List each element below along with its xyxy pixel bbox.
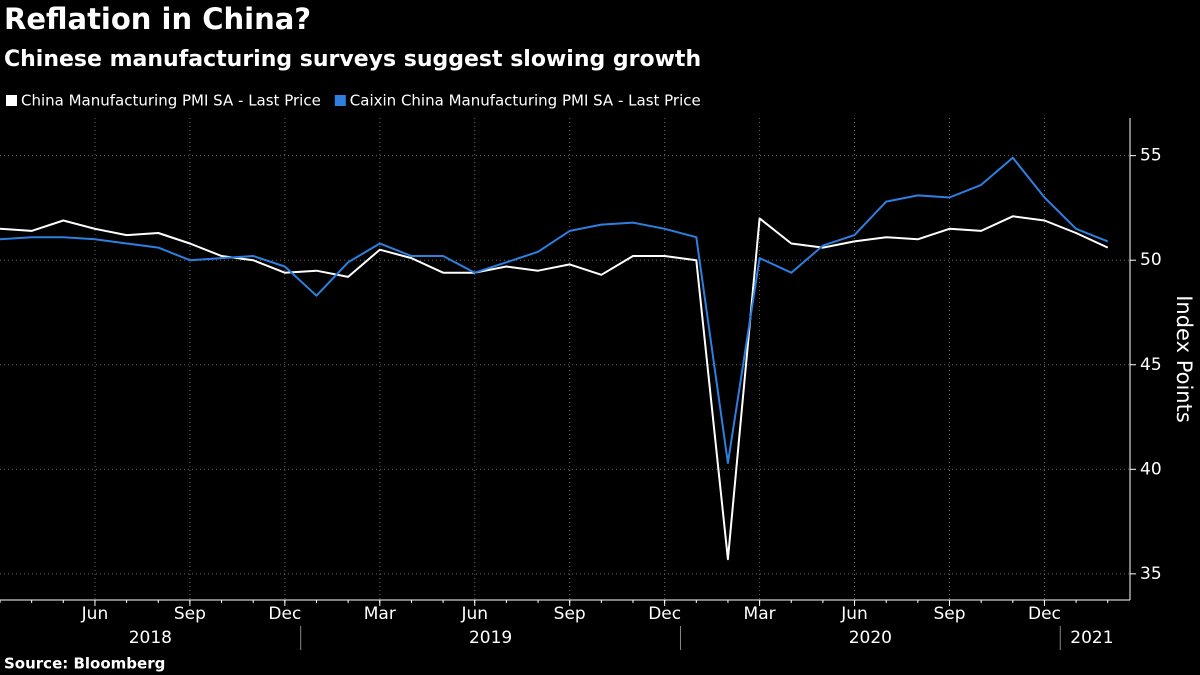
series-line (0, 215, 1109, 561)
chart-subtitle: Chinese manufacturing surveys suggest sl… (4, 47, 701, 72)
year-label: 2018 (129, 628, 172, 648)
x-tick-label: Dec (1028, 604, 1061, 624)
source: Source: Bloomberg (4, 655, 165, 673)
y-tick-label: 50 (1140, 250, 1162, 270)
legend-label: China Manufacturing PMI SA - Last Price (21, 92, 321, 110)
year-label: 2021 (1070, 628, 1113, 648)
x-tick-label: Jun (460, 604, 488, 624)
x-tick-label: Sep (554, 604, 586, 624)
x-tick-label: Jun (81, 604, 109, 624)
y-tick-label: 45 (1140, 355, 1162, 375)
year-label: 2019 (469, 628, 512, 648)
x-tick-label: Mar (744, 604, 776, 624)
y-tick-label: 40 (1140, 459, 1162, 479)
legend-swatch (6, 95, 17, 106)
x-tick-label: Sep (933, 604, 965, 624)
legend-label: Caixin China Manufacturing PMI SA - Last… (350, 92, 701, 110)
y-tick-label: 35 (1140, 564, 1162, 584)
year-label: 2020 (849, 628, 892, 648)
x-tick-label: Dec (648, 604, 681, 624)
x-tick-label: Jun (840, 604, 868, 624)
x-tick-label: Mar (364, 604, 396, 624)
series-line (0, 156, 1109, 464)
y-tick-label: 55 (1140, 146, 1162, 166)
legend-swatch (334, 95, 346, 106)
x-tick-label: Sep (174, 604, 206, 624)
y-axis-label: Index Points (1172, 295, 1196, 423)
x-tick-label: Dec (268, 604, 301, 624)
chart-title: Reflation in China? (4, 2, 311, 36)
